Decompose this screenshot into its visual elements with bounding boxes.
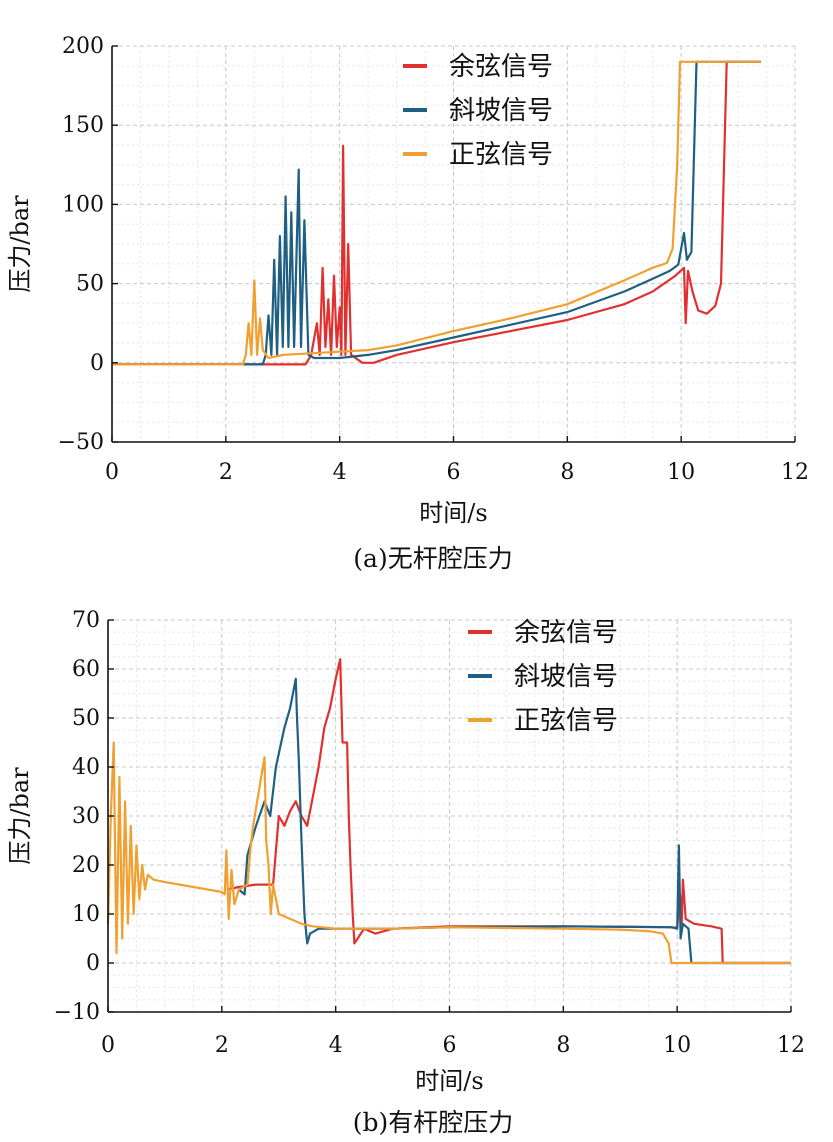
- legend-label: 斜坡信号: [514, 662, 618, 692]
- x-tick-label: 0: [101, 1033, 115, 1058]
- y-tick-label: 40: [72, 755, 100, 780]
- legend-label: 正弦信号: [449, 140, 553, 170]
- y-axis-label: 压力/bar: [6, 195, 34, 293]
- figure-caption: (b)有杆腔压力: [353, 1108, 514, 1137]
- y-tick-label: 0: [90, 351, 104, 376]
- x-tick-label: 8: [560, 460, 574, 485]
- y-tick-label: 0: [86, 951, 100, 976]
- series-line-1: [238, 677, 791, 965]
- y-tick-label: 100: [62, 192, 104, 217]
- x-tick-label: 10: [663, 1033, 691, 1058]
- y-tick-label: 150: [62, 113, 104, 138]
- x-tick-label: 12: [781, 460, 809, 485]
- y-axis-label: 压力/bar: [6, 767, 34, 865]
- chart-rodless-chamber-pressure: 0 2 4 6 8 10 12−50050100150200时间/s压力/bar(a)无杆腔…: [6, 34, 809, 573]
- y-tick-label: 60: [72, 657, 100, 682]
- x-tick-label: 4: [329, 1033, 343, 1058]
- series-line-2: [112, 60, 761, 366]
- chart-rod-chamber-pressure: 0 2 4 6 8 10 12−10010203040506070时间/s压力/bar(b)…: [6, 608, 805, 1137]
- x-tick-label: 4: [333, 460, 347, 485]
- y-tick-label: 70: [72, 608, 100, 633]
- series-line-1: [112, 60, 761, 366]
- y-tick-label: 20: [72, 853, 100, 878]
- y-tick-label: 10: [72, 902, 100, 927]
- legend-label: 正弦信号: [514, 706, 618, 736]
- y-tick-label: −10: [54, 1000, 100, 1025]
- y-tick-label: 50: [72, 706, 100, 731]
- x-tick-label: 6: [447, 460, 461, 485]
- x-tick-label: 2: [215, 1033, 229, 1058]
- y-tick-label: −50: [58, 430, 104, 455]
- y-tick-label: 200: [62, 34, 104, 59]
- x-tick-label: 10: [667, 460, 695, 485]
- series-line-0: [112, 60, 761, 366]
- legend-label: 余弦信号: [514, 618, 618, 648]
- legend-label: 余弦信号: [449, 52, 553, 82]
- x-tick-label: 6: [443, 1033, 457, 1058]
- legend-label: 斜坡信号: [449, 96, 553, 126]
- x-tick-label: 2: [219, 460, 233, 485]
- figure-caption: (a)无杆腔压力: [353, 544, 512, 573]
- series-line-0: [227, 658, 791, 965]
- x-tick-label: 8: [556, 1033, 570, 1058]
- y-tick-label: 50: [76, 272, 104, 297]
- x-axis-label: 时间/s: [419, 499, 487, 527]
- x-tick-label: 12: [777, 1033, 805, 1058]
- series-line-2: [106, 741, 791, 965]
- y-tick-label: 30: [72, 804, 100, 829]
- x-tick-label: 0: [105, 460, 119, 485]
- x-axis-label: 时间/s: [415, 1067, 483, 1095]
